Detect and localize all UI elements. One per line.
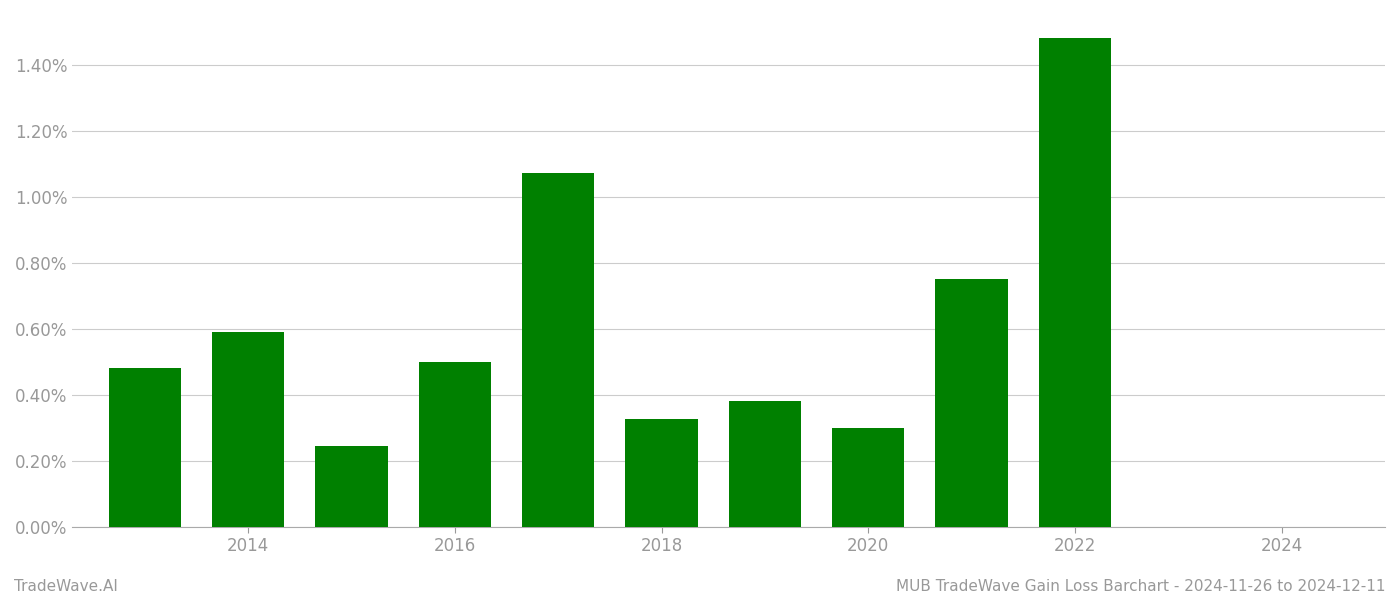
Bar — [522, 173, 595, 527]
Bar — [419, 362, 491, 527]
Text: MUB TradeWave Gain Loss Barchart - 2024-11-26 to 2024-12-11: MUB TradeWave Gain Loss Barchart - 2024-… — [896, 579, 1386, 594]
Text: TradeWave.AI: TradeWave.AI — [14, 579, 118, 594]
Bar — [315, 446, 388, 527]
Bar — [729, 401, 801, 527]
Bar — [832, 428, 904, 527]
Bar — [211, 332, 284, 527]
Bar — [626, 419, 697, 527]
Bar — [1039, 38, 1112, 527]
Bar — [935, 279, 1008, 527]
Bar — [109, 368, 181, 527]
